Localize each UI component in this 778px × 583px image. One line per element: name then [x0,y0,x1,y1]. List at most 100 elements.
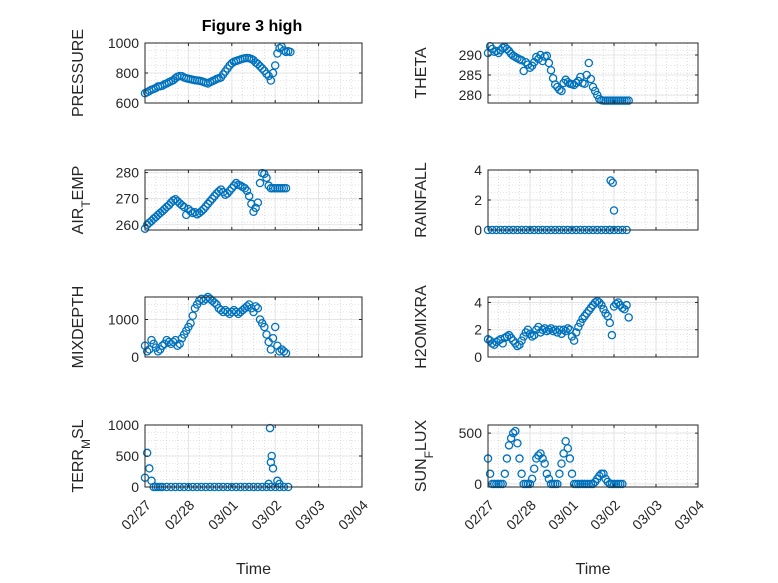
data-point [225,186,234,196]
grid-major [145,170,362,230]
data-point [590,86,600,96]
data-point [546,65,556,75]
data-point [255,178,265,188]
data-point [525,63,535,73]
data-points [140,168,291,233]
data-point [599,305,608,314]
data-points [483,426,627,489]
data-point [605,318,615,328]
x-tick-label: 03/03 [292,497,328,533]
data-point [208,194,217,203]
data-point [511,426,520,436]
subplot-rainfall: 0 2 4 RAINFALL [413,162,699,238]
subplot-mixdepth: 0 1000 MIXDEPTH [70,286,363,369]
y-tick-label: 1000 [108,35,139,51]
figure-title: Figure 3 high [202,18,302,35]
data-point [586,74,596,84]
subplot-pressure: 600 800 1000 PRESSURE [70,29,363,117]
x-ticks [144,170,363,230]
data-point [240,184,250,193]
data-points [483,41,633,105]
data-point [618,479,627,489]
data-point [571,328,581,337]
data-point [544,474,554,484]
y-tick-label: 0 [131,349,139,365]
data-point [214,187,224,196]
data-point [618,303,627,313]
data-point [253,198,263,207]
data-point [253,303,263,313]
data-point [611,299,621,309]
data-point [527,332,537,341]
x-tick-label: 02/28 [503,497,539,533]
x-tick-label: 03/01 [545,497,581,533]
y-tick-label: 0 [474,222,482,238]
data-point [186,206,195,216]
data-point [244,191,254,201]
data-point [544,325,554,334]
x-tick-label: 03/02 [587,497,623,533]
data-points [483,296,633,351]
data-point [557,86,566,96]
data-point [584,58,594,68]
data-point [145,464,154,473]
data-point [242,302,252,311]
data-point [597,300,606,310]
data-point [267,451,276,461]
data-point [158,81,167,91]
y-tick-label: 0 [131,479,139,495]
data-point [199,204,208,214]
data-point [521,57,531,67]
data-point [502,454,512,463]
y-tick-label: 600 [116,95,140,111]
data-point [268,68,278,78]
data-points [140,292,291,358]
data-point [563,324,573,333]
data-point [216,185,226,194]
data-point [555,469,564,479]
y-tick-label: 290 [459,47,483,63]
y-tick-label: 1000 [108,312,139,328]
data-point [515,454,524,463]
y-tick-label: 270 [116,191,140,207]
data-point [563,444,573,453]
axes-box [144,169,363,231]
data-point [142,347,152,356]
data-point [281,184,291,193]
data-point [270,322,280,332]
data-point [173,341,182,350]
data-point [203,199,213,209]
data-point [251,203,260,213]
subplot-air-temp: 260 270 280 AIRTEMP [70,165,363,234]
data-point [557,459,566,468]
data-point [588,479,598,489]
data-point [565,454,575,463]
data-point [592,90,602,100]
data-point [529,464,539,473]
data-point [538,325,547,334]
subplot-sun-flux: 0 500 02/27 02/28 03/01 03/02 03/03 03/04 Time SU… [413,420,707,578]
y-tick-label: 2 [474,192,482,208]
data-point [268,333,278,343]
data-points [140,42,295,98]
data-point [550,80,560,89]
data-point [162,202,171,212]
data-point [179,202,189,212]
y-axis-label: RAINFALL [413,162,430,238]
y-tick-label: 285 [459,67,483,83]
data-point [266,345,276,354]
data-point [517,336,526,345]
data-point [500,333,510,343]
x-ticks [487,43,699,103]
x-tick-label: 03/03 [629,497,665,533]
data-point [557,329,566,339]
axes-box [144,296,363,358]
data-point [262,330,271,339]
data-point [498,339,507,348]
y-axis-label: MIXDEPTH [70,286,87,369]
x-tick-label: 03/01 [205,497,241,533]
data-point [588,82,598,92]
data-point [624,96,633,105]
data-point [571,78,581,88]
